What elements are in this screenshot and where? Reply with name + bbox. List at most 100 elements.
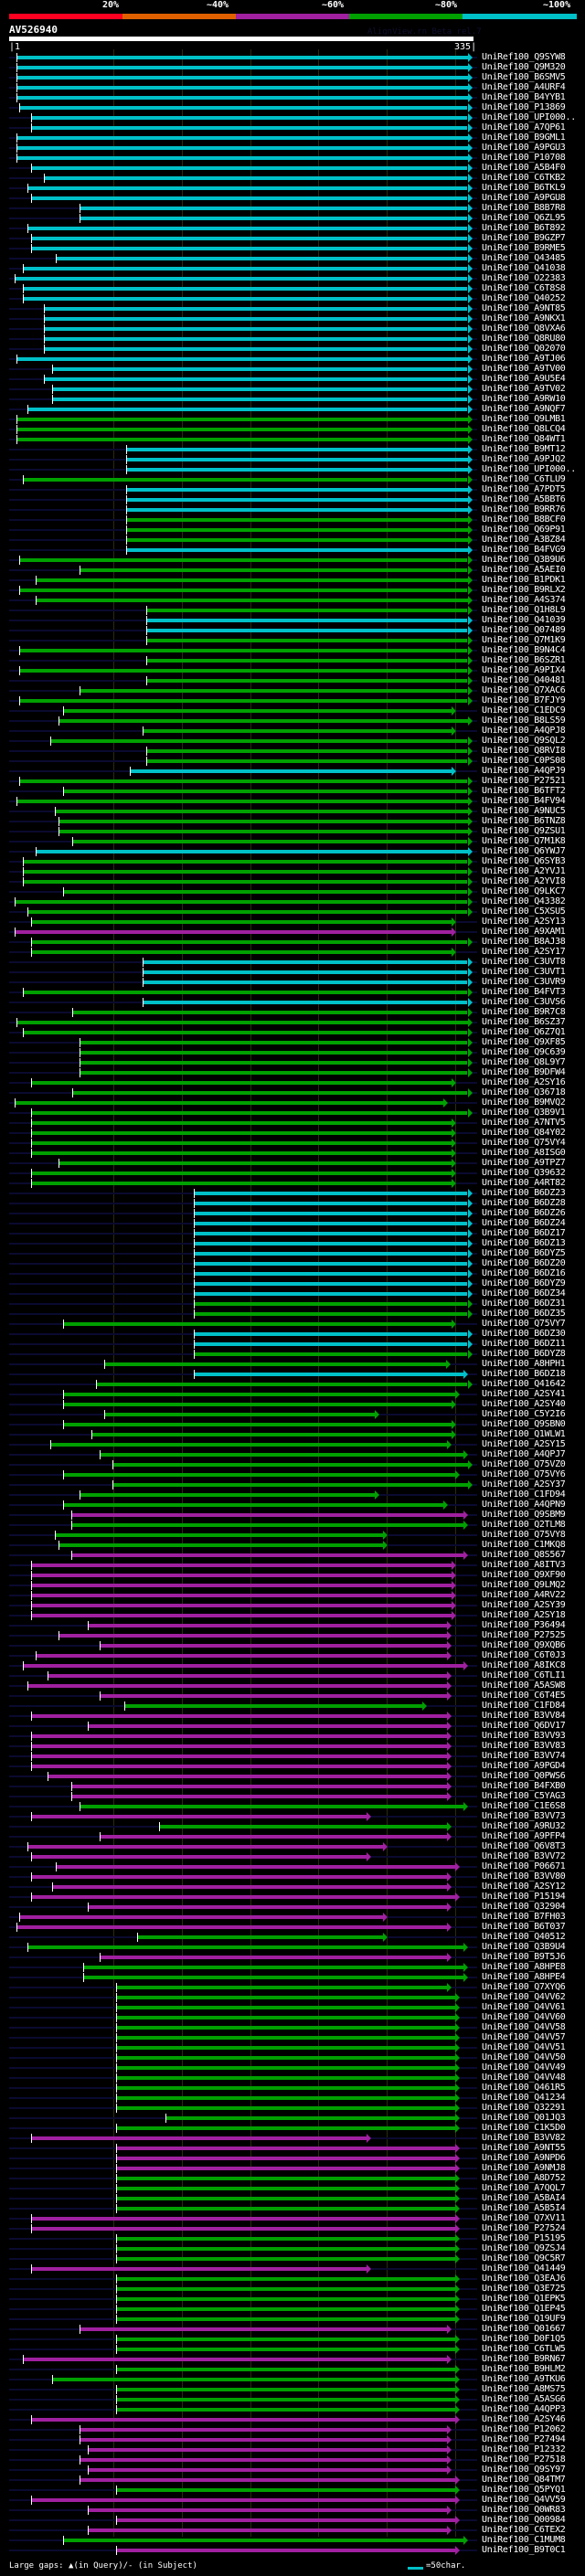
alignment-row[interactable]: UniRef100_Q3E725: [0, 2284, 585, 2295]
alignment-bar[interactable]: [23, 991, 468, 994]
subject-label[interactable]: UniRef100_A2YVJ1: [482, 866, 566, 876]
alignment-row[interactable]: UniRef100_A8HPE8: [0, 1962, 585, 1973]
alignment-row[interactable]: UniRef100_Q8RU80: [0, 334, 585, 345]
alignment-bar[interactable]: [51, 367, 468, 371]
alignment-bar[interactable]: [116, 2277, 456, 2281]
alignment-row[interactable]: UniRef100_B6TFT2: [0, 786, 585, 797]
alignment-row[interactable]: UniRef100_C1EDC9: [0, 705, 585, 716]
alignment-bar[interactable]: [142, 1001, 468, 1004]
alignment-row[interactable]: UniRef100_A5BBT6: [0, 494, 585, 505]
alignment-bar[interactable]: [146, 659, 468, 663]
alignment-row[interactable]: UniRef100_B6DZ20: [0, 1258, 585, 1269]
alignment-bar[interactable]: [18, 699, 468, 703]
subject-label[interactable]: UniRef100_Q9ZSU1: [482, 826, 566, 836]
subject-label[interactable]: UniRef100_Q43382: [482, 896, 566, 906]
subject-label[interactable]: UniRef100_C3UVT1: [482, 967, 566, 977]
alignment-bar[interactable]: [31, 196, 468, 200]
subject-label[interactable]: UniRef100_B6DZ31: [482, 1299, 566, 1309]
subject-label[interactable]: UniRef100_A9NQF7: [482, 404, 566, 414]
alignment-bar[interactable]: [87, 2508, 448, 2512]
subject-label[interactable]: UniRef100_A2SY12: [482, 1882, 566, 1892]
subject-label[interactable]: UniRef100_Q9SY97: [482, 2465, 566, 2475]
alignment-row[interactable]: UniRef100_B9RN67: [0, 2354, 585, 2365]
subject-label[interactable]: UniRef100_C1FD94: [482, 1489, 566, 1500]
alignment-row[interactable]: UniRef100_C6T4E5: [0, 1691, 585, 1701]
alignment-bar[interactable]: [16, 438, 468, 441]
alignment-bar[interactable]: [31, 1875, 448, 1879]
subject-label[interactable]: UniRef100_Q5PYQ1: [482, 2485, 566, 2495]
alignment-row[interactable]: UniRef100_A9NMJ8: [0, 2163, 585, 2174]
subject-label[interactable]: UniRef100_Q4VV51: [482, 2042, 566, 2052]
alignment-row[interactable]: UniRef100_Q07489: [0, 625, 585, 636]
alignment-bar[interactable]: [31, 940, 468, 944]
alignment-row[interactable]: UniRef100_B9DFW4: [0, 1067, 585, 1078]
alignment-bar[interactable]: [51, 1885, 448, 1889]
alignment-row[interactable]: UniRef100_A9TJ06: [0, 354, 585, 365]
alignment-bar[interactable]: [31, 1594, 452, 1597]
alignment-row[interactable]: UniRef100_C3UVT1: [0, 967, 585, 978]
subject-label[interactable]: UniRef100_Q9LKC7: [482, 886, 566, 896]
alignment-bar[interactable]: [16, 76, 468, 80]
alignment-row[interactable]: UniRef100_Q6V8T3: [0, 1841, 585, 1852]
alignment-bar[interactable]: [194, 1262, 468, 1266]
alignment-row[interactable]: UniRef100_C3UVS6: [0, 997, 585, 1008]
subject-label[interactable]: UniRef100_Q4VV58: [482, 2022, 566, 2032]
subject-label[interactable]: UniRef100_Q32291: [482, 2103, 566, 2113]
alignment-bar[interactable]: [16, 156, 468, 160]
alignment-row[interactable]: UniRef100_Q1EP45: [0, 2304, 585, 2315]
subject-label[interactable]: UniRef100_A5AEI0: [482, 565, 566, 575]
alignment-bar[interactable]: [35, 578, 468, 582]
alignment-bar[interactable]: [116, 2126, 456, 2130]
alignment-bar[interactable]: [27, 227, 468, 230]
alignment-row[interactable]: UniRef100_C5YAG3: [0, 1791, 585, 1802]
subject-label[interactable]: UniRef100_B9DFW4: [482, 1067, 566, 1077]
subject-label[interactable]: UniRef100_Q9LMB1: [482, 414, 566, 424]
subject-label[interactable]: UniRef100_C5YAG3: [482, 1791, 566, 1801]
alignment-row[interactable]: UniRef100_Q9ZSU1: [0, 826, 585, 837]
alignment-bar[interactable]: [116, 2147, 456, 2150]
subject-label[interactable]: UniRef100_A8HPE8: [482, 1962, 566, 1972]
alignment-bar[interactable]: [116, 2297, 456, 2301]
alignment-bar[interactable]: [87, 2468, 448, 2472]
alignment-bar[interactable]: [31, 247, 468, 250]
alignment-bar[interactable]: [27, 1945, 463, 1949]
subject-label[interactable]: UniRef100_A8D752: [482, 2173, 566, 2183]
alignment-row[interactable]: UniRef100_B6DYZ8: [0, 1349, 585, 1360]
alignment-bar[interactable]: [136, 1935, 383, 1939]
alignment-row[interactable]: UniRef100_Q3B9U6: [0, 555, 585, 566]
alignment-bar[interactable]: [87, 2448, 448, 2452]
subject-label[interactable]: UniRef100_C6TEX2: [482, 2525, 566, 2535]
subject-label[interactable]: UniRef100_P13869: [482, 102, 566, 112]
subject-label[interactable]: UniRef100_Q9SYW8: [482, 52, 566, 62]
alignment-row[interactable]: UniRef100_Q4VV50: [0, 2052, 585, 2063]
alignment-bar[interactable]: [116, 2086, 456, 2090]
subject-label[interactable]: UniRef100_Q9XF90: [482, 1570, 566, 1580]
alignment-row[interactable]: UniRef100_B9GZP7: [0, 233, 585, 244]
subject-label[interactable]: UniRef100_B3VV82: [482, 2133, 566, 2143]
subject-label[interactable]: UniRef100_C6T4E5: [482, 1691, 566, 1701]
subject-label[interactable]: UniRef100_B6DYZ5: [482, 1248, 566, 1258]
subject-label[interactable]: UniRef100_P36494: [482, 1620, 566, 1630]
subject-label[interactable]: UniRef100_C1K5D0: [482, 2123, 566, 2133]
subject-label[interactable]: UniRef100_A9TJ06: [482, 354, 566, 364]
alignment-row[interactable]: UniRef100_A4QPP3: [0, 2404, 585, 2415]
subject-label[interactable]: UniRef100_B4FVT3: [482, 987, 566, 997]
subject-label[interactable]: UniRef100_Q7M1K9: [482, 635, 566, 645]
alignment-bar[interactable]: [116, 2207, 456, 2210]
alignment-bar[interactable]: [116, 2368, 456, 2371]
alignment-row[interactable]: UniRef100_C6TLU9: [0, 474, 585, 485]
alignment-bar[interactable]: [79, 1071, 468, 1075]
alignment-row[interactable]: UniRef100_P06671: [0, 1861, 585, 1872]
alignment-row[interactable]: UniRef100_P27521: [0, 776, 585, 787]
subject-label[interactable]: UniRef100_B9N4C4: [482, 645, 566, 655]
subject-label[interactable]: UniRef100_Q19UF9: [482, 2314, 566, 2324]
alignment-bar[interactable]: [146, 749, 468, 753]
alignment-bar[interactable]: [43, 327, 468, 331]
subject-label[interactable]: UniRef100_Q3EAJ6: [482, 2274, 566, 2284]
alignment-row[interactable]: UniRef100_A4URF4: [0, 82, 585, 93]
alignment-bar[interactable]: [31, 920, 452, 924]
subject-label[interactable]: UniRef100_Q3B9V1: [482, 1108, 566, 1118]
alignment-row[interactable]: UniRef100_B3VV73: [0, 1811, 585, 1822]
subject-label[interactable]: UniRef100_Q07489: [482, 625, 566, 635]
alignment-row[interactable]: UniRef100_Q1EPK5: [0, 2294, 585, 2305]
